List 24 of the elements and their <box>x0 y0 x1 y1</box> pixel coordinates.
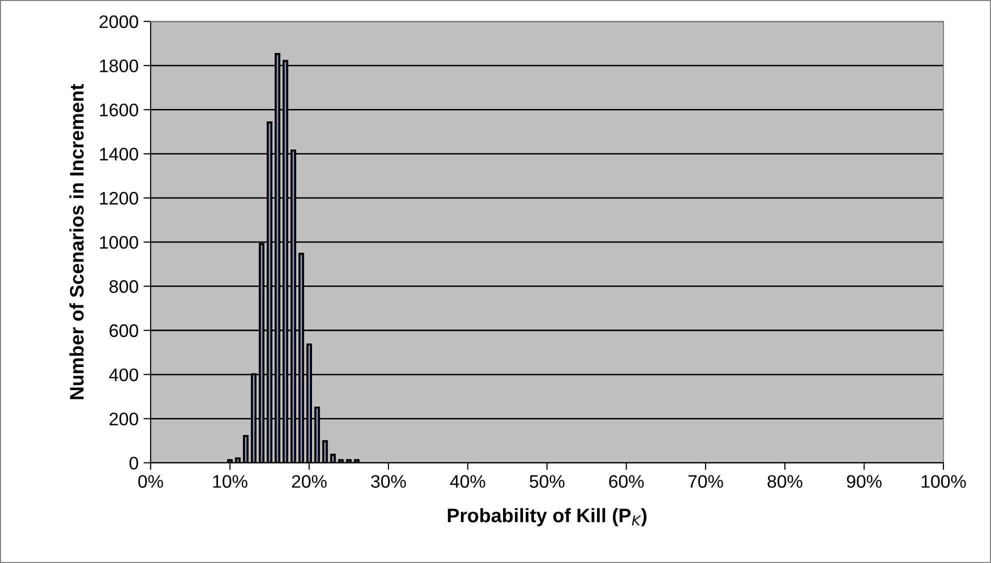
y-tick-label: 2000 <box>100 15 138 28</box>
x-tick-label: 60% <box>609 475 644 488</box>
x-tick-label: 0% <box>138 475 164 488</box>
x-tick-label: 30% <box>371 475 406 488</box>
x-tick-label: 10% <box>213 475 248 488</box>
y-tick-label: 400 <box>109 368 138 382</box>
y-tick-label: 0 <box>129 456 138 470</box>
y-tick-label: 800 <box>109 280 138 293</box>
x-tick-label: 50% <box>530 475 564 488</box>
y-tick-label: 200 <box>110 412 138 426</box>
y-axis-title: Number of Scenarios in Increment <box>69 84 84 400</box>
x-tick-label: 20% <box>292 475 327 488</box>
y-tick-label: 600 <box>110 324 138 338</box>
y-tick-label: 1400 <box>100 148 138 161</box>
x-tick-label: 90% <box>846 475 882 488</box>
y-tick-label: 1200 <box>100 192 138 205</box>
x-tick-label: 80% <box>768 475 802 488</box>
x-tick-label: 40% <box>450 475 486 488</box>
y-tick-label: 1000 <box>100 236 138 249</box>
y-tick-label: 1600 <box>100 104 138 116</box>
y-tick-label: 1800 <box>100 59 138 72</box>
x-tick-label: 70% <box>688 475 724 488</box>
x-axis-title: Probability of Kill (P$_{K}$) <box>448 508 646 526</box>
x-tick-label: 100% <box>922 475 966 488</box>
